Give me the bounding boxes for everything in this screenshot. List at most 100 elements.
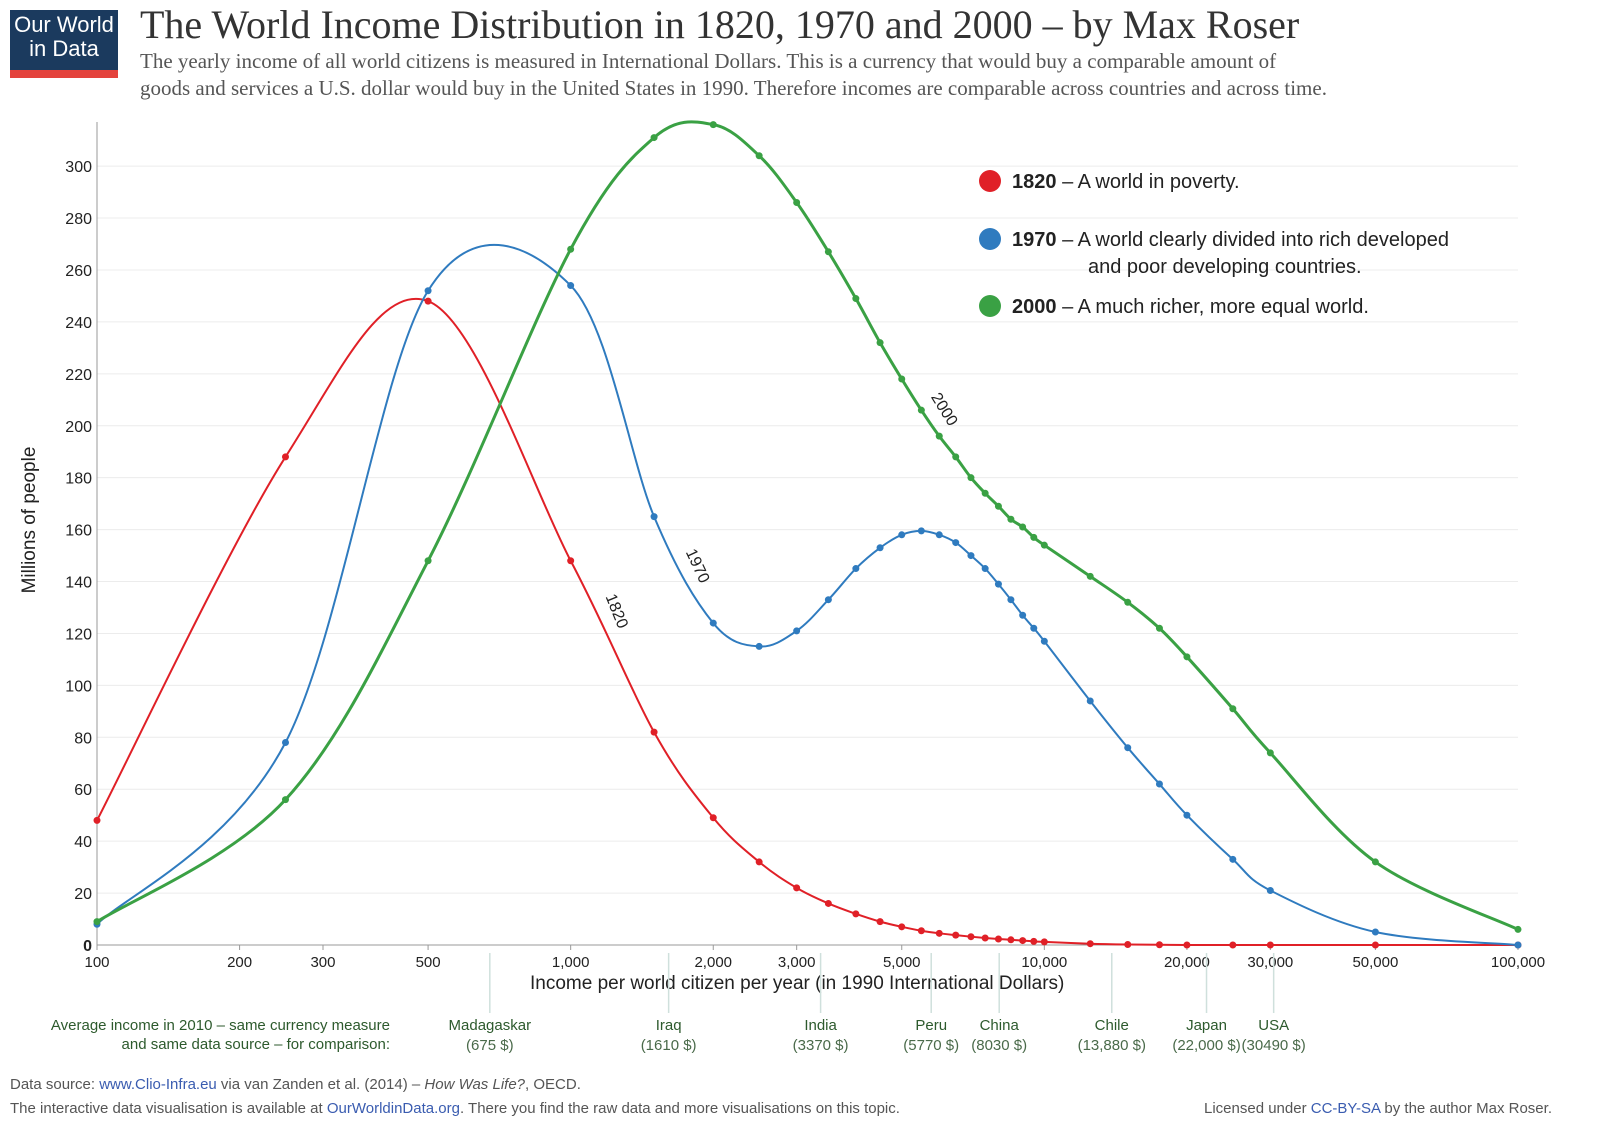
country-income: (30490 $) (1242, 1037, 1306, 1054)
point (1514, 941, 1522, 949)
point (424, 557, 432, 565)
legend-name: 2000 (1012, 296, 1057, 318)
point (1266, 941, 1274, 949)
y-tick-label: 120 (65, 626, 92, 643)
x-tick-label: 10,000 (1021, 954, 1067, 971)
point (1229, 705, 1237, 713)
country-income: (5770 $) (903, 1037, 959, 1054)
x-axis-label: Income per world citizen per year (in 19… (530, 973, 1064, 994)
point (1183, 811, 1191, 819)
point (852, 910, 860, 918)
x-tick-label: 300 (310, 954, 335, 971)
x-tick-label: 5,000 (883, 954, 921, 971)
point (935, 432, 943, 440)
point (994, 502, 1002, 510)
point (755, 858, 763, 866)
point (1124, 744, 1132, 752)
point (967, 474, 975, 482)
point (281, 796, 289, 804)
country-name: Japan (1186, 1017, 1227, 1034)
country-name: India (804, 1017, 837, 1034)
point (981, 934, 989, 942)
subtitle: goods and services a U.S. dollar would b… (140, 76, 1327, 100)
curve-label: 1820 (602, 592, 631, 631)
point (1514, 925, 1522, 933)
x-tick-label: 100 (84, 954, 109, 971)
line (96, 120, 1519, 931)
point (898, 375, 906, 383)
point (1183, 653, 1191, 661)
footer-note: The interactive data visualisation is av… (10, 1100, 900, 1117)
point (1155, 941, 1163, 949)
y-tick-label: 280 (65, 211, 92, 228)
point (852, 565, 860, 573)
point (994, 935, 1002, 943)
link[interactable]: OurWorldinData.org (327, 1100, 460, 1117)
point (755, 642, 763, 650)
logo-box (10, 10, 118, 78)
point (1371, 858, 1379, 866)
point (1030, 624, 1038, 632)
point (1019, 937, 1027, 945)
link[interactable]: CC-BY-SA (1311, 1100, 1381, 1117)
y-tick-label: 180 (65, 471, 92, 488)
point (876, 918, 884, 926)
country-name: Chile (1095, 1017, 1129, 1034)
point (1030, 533, 1038, 541)
text: How Was Life? (424, 1076, 525, 1093)
y-axis-label: Millions of people (19, 447, 40, 594)
legend-description: – A much richer, more equal world. (1062, 296, 1369, 318)
y-tick-label: 100 (65, 678, 92, 695)
point (281, 453, 289, 461)
point (793, 884, 801, 892)
y-tick-label: 40 (74, 834, 92, 851)
point (1007, 936, 1015, 944)
x-tick-label: 20,000 (1164, 954, 1210, 971)
point (709, 121, 717, 129)
country-income: (22,000 $) (1172, 1037, 1240, 1054)
point (93, 918, 101, 926)
x-tick-label: 200 (227, 954, 252, 971)
point (1229, 855, 1237, 863)
point (824, 899, 832, 907)
link[interactable]: www.Clio-Infra.eu (98, 1076, 217, 1093)
country-income: (3370 $) (793, 1037, 849, 1054)
point (1183, 941, 1191, 949)
logo-text: Our World (14, 12, 114, 37)
y-tick-label: 60 (74, 782, 92, 799)
point (1007, 515, 1015, 523)
point (1040, 541, 1048, 549)
legend-entry: 1820 – A world in poverty. (1012, 171, 1240, 193)
x-tick-label: 30,000 (1247, 954, 1293, 971)
point (424, 287, 432, 295)
country-income: (13,880 $) (1078, 1037, 1146, 1054)
curve-label: 2000 (927, 390, 960, 429)
x-tick-label: 2,000 (694, 954, 732, 971)
y-tick-label: 300 (65, 159, 92, 176)
point (793, 198, 801, 206)
y-tick-label: 0 (83, 938, 92, 955)
point (935, 531, 943, 539)
point (967, 933, 975, 941)
y-tick-label: 80 (74, 730, 92, 747)
x-tick-label: 500 (416, 954, 441, 971)
point (650, 134, 658, 142)
point (1371, 928, 1379, 936)
point (824, 248, 832, 256)
point (852, 295, 860, 303)
y-tick-label: 220 (65, 367, 92, 384)
point (567, 282, 575, 290)
point (1124, 940, 1132, 948)
point (952, 539, 960, 547)
y-tick-label: 260 (65, 263, 92, 280)
point (1086, 697, 1094, 705)
point (876, 544, 884, 552)
x-tick-label: 3,000 (778, 954, 816, 971)
point (1086, 572, 1094, 580)
point (650, 513, 658, 521)
x-tick-label: 100,000 (1491, 954, 1545, 971)
text: . There you find the raw data and more v… (460, 1100, 900, 1117)
legend-entry: 2000 – A much richer, more equal world. (1012, 296, 1369, 318)
point (967, 552, 975, 560)
point (917, 927, 925, 935)
